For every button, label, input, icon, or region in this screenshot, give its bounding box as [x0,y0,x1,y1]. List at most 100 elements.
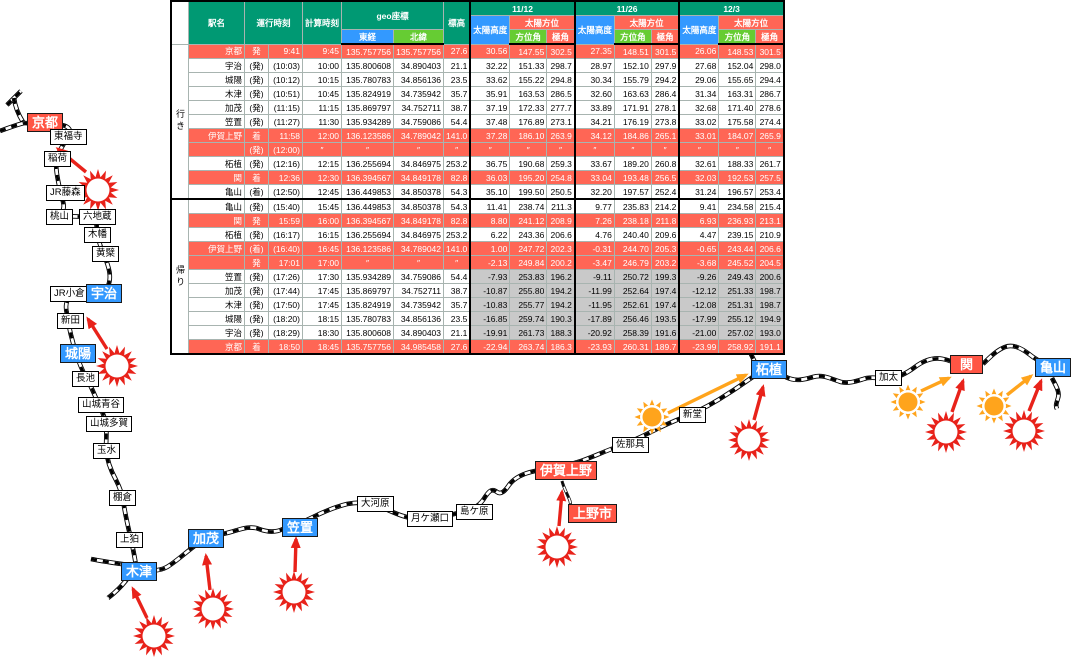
station-label: 伊賀上野 [535,461,598,480]
table-cell: 196.2 [546,269,576,284]
table-cell: 34.890403 [393,58,445,73]
table-cell: 32.60 [573,86,615,101]
station-label: 加茂 [188,529,225,548]
table-cell: 252.64 [613,283,652,298]
table-cell: 136.123586 [341,241,395,256]
table-cell: 18:30 [301,325,343,340]
table-cell: -16.85 [469,311,511,326]
table-cell: 21.1 [443,58,471,73]
table-cell [188,255,245,270]
table-cell: 243.44 [718,241,757,256]
table-cell: 37.48 [469,114,511,129]
table-cell: 城陽 [188,311,245,326]
table-cell: 255.80 [509,283,548,298]
elevation-column-header: 標高 [443,0,471,45]
table-cell: 194.9 [755,311,785,326]
sun-position-table: 駅名 運行時刻 計算時刻 geo座標 標高 11/12 11/26 12/3 太… [170,0,785,355]
sun-arrow [131,586,149,619]
table-cell: 15:59 [268,213,303,228]
table-cell: 184.07 [718,128,757,143]
table-cell: 250.72 [613,269,652,284]
table-cell: 278.1 [650,100,680,115]
table-cell: 198.7 [755,283,785,298]
table-cell: 252.4 [650,184,680,200]
table-cell: 263.74 [509,339,548,355]
table-cell: 34.21 [573,114,615,129]
table-cell: ″ [393,255,445,270]
table-cell: 198.7 [755,297,785,312]
table-cell: 32.20 [573,184,615,200]
table-cell: (発) [244,325,269,340]
table-cell: -12.08 [678,297,720,312]
table-cell: 236.93 [718,213,757,228]
table-cell: 136.123586 [341,128,395,143]
table-cell: 298.7 [546,58,576,73]
sunburst-icon-red [192,588,234,630]
table-cell: 宇治 [188,58,245,73]
table-cell: 135.780783 [341,311,395,326]
table-cell: -9.11 [573,269,615,284]
table-cell: 関 [188,213,245,228]
table-cell: -23.99 [678,339,720,355]
sun-arrow [950,378,965,413]
table-cell: -9.26 [678,269,720,284]
table-cell: 192.53 [718,170,757,185]
table-cell: -21.00 [678,325,720,340]
table-cell: 17:00 [301,255,343,270]
table-cell: 34.890403 [393,325,445,340]
table-cell: 笠置 [188,269,245,284]
table-cell: 186.3 [546,339,576,355]
table-cell: 12:30 [301,170,343,185]
table-cell: 286.5 [546,86,576,101]
table-row: 木津 (発) (17:50) 17:45 135.824919 34.735942 35.7… [171,297,785,312]
table-row: 亀山 (着) (12:50) 12:45 136.449853 34.850378 54.3… [171,184,785,200]
station-label: 玉水 [93,443,121,459]
table-cell: 34.849178 [393,170,445,185]
row-group-label: 帰り [170,198,189,355]
table-cell: 199.50 [509,184,548,200]
table-row: 帰り 亀山 (発) (15:40) 15:45 136.449853 34.850378 54… [170,198,785,355]
table-cell: 6.93 [678,213,720,228]
table-cell: 261.73 [509,325,548,340]
station-label: 長池 [72,371,100,387]
table-cell: 249.43 [718,269,757,284]
table-cell: 172.33 [509,100,548,115]
table-cell: 261.7 [755,156,785,171]
sun-arrow [556,489,567,527]
sun-altitude-header: 太陽高度 [678,15,720,45]
table-cell: 197.4 [650,297,680,312]
sun-azimuth-header: 太陽方位 [613,15,680,30]
table-cell: 253.83 [509,269,548,284]
table-cell: 7.26 [573,213,615,228]
table-cell: 235.83 [613,198,652,214]
table-cell: (10:12) [268,72,303,87]
sunburst-icon-red [273,571,315,613]
table-cell: (10:03) [268,58,303,73]
table-cell: 191.1 [755,339,785,355]
table-cell: 257.5 [755,170,785,185]
table-cell: -2.13 [469,255,511,270]
table-cell: 210.9 [755,227,785,242]
table-cell: 36.75 [469,156,511,171]
table-cell: 135.757756 [341,43,395,59]
table-cell: 82.8 [443,213,471,228]
table-cell: 203.2 [650,255,680,270]
table-cell: 17:45 [301,283,343,298]
table-cell: (発) [244,198,269,214]
table-cell: ″ [546,142,576,157]
table-cell: 208.9 [546,213,576,228]
table-cell: (発) [244,114,269,129]
table-cell: (発) [244,156,269,171]
station-label: 上狛 [116,532,144,548]
table-cell: 190.3 [546,311,576,326]
table-cell: ″ [341,255,395,270]
table-cell: ″ [755,142,785,157]
table-cell: 278.6 [755,100,785,115]
table-cell: 32.68 [678,100,720,115]
table-cell: (10:51) [268,86,303,101]
table-cell: 152.10 [613,58,652,73]
table-cell: 250.5 [546,184,576,200]
table-cell: -3.68 [678,255,720,270]
table-cell: 9:45 [301,43,343,59]
